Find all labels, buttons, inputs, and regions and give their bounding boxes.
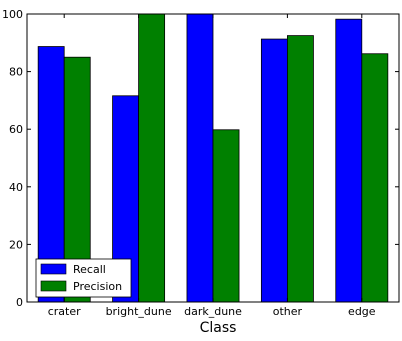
y-tick-label-40: 40 — [9, 181, 23, 194]
x-tick-label-edge: edge — [348, 305, 376, 318]
x-axis-title: Class — [200, 320, 237, 336]
legend-label-recall: Recall — [73, 263, 106, 276]
bar-recall-edge — [335, 18, 363, 303]
y-tick-label-60: 60 — [9, 123, 23, 136]
bar-precision-dark_dune — [212, 129, 240, 303]
legend: Recall Precision — [35, 258, 132, 298]
x-tick-label-other: other — [273, 305, 303, 318]
x-tick-label-dark_dune: dark_dune — [184, 305, 242, 318]
y-tick-label-20: 20 — [9, 238, 23, 251]
x-tick-label-bright_dune: bright_dune — [106, 305, 172, 318]
bar-precision-other — [286, 35, 314, 303]
bar-precision-edge — [361, 53, 389, 303]
y-tick-label-80: 80 — [9, 66, 23, 79]
bar-precision-bright_dune — [138, 13, 166, 303]
legend-label-precision: Precision — [73, 280, 122, 293]
bar-recall-dark_dune — [186, 13, 214, 303]
y-tick-label-0: 0 — [16, 296, 23, 309]
legend-swatch-precision — [40, 280, 67, 292]
legend-swatch-recall — [40, 263, 67, 275]
bar-recall-other — [260, 38, 288, 303]
y-tick-label-100: 100 — [2, 8, 23, 21]
ticks-layer: crater bright_dune dark_dune other edge 0 20 40… — [2, 8, 399, 318]
x-tick-label-crater: crater — [48, 305, 81, 318]
